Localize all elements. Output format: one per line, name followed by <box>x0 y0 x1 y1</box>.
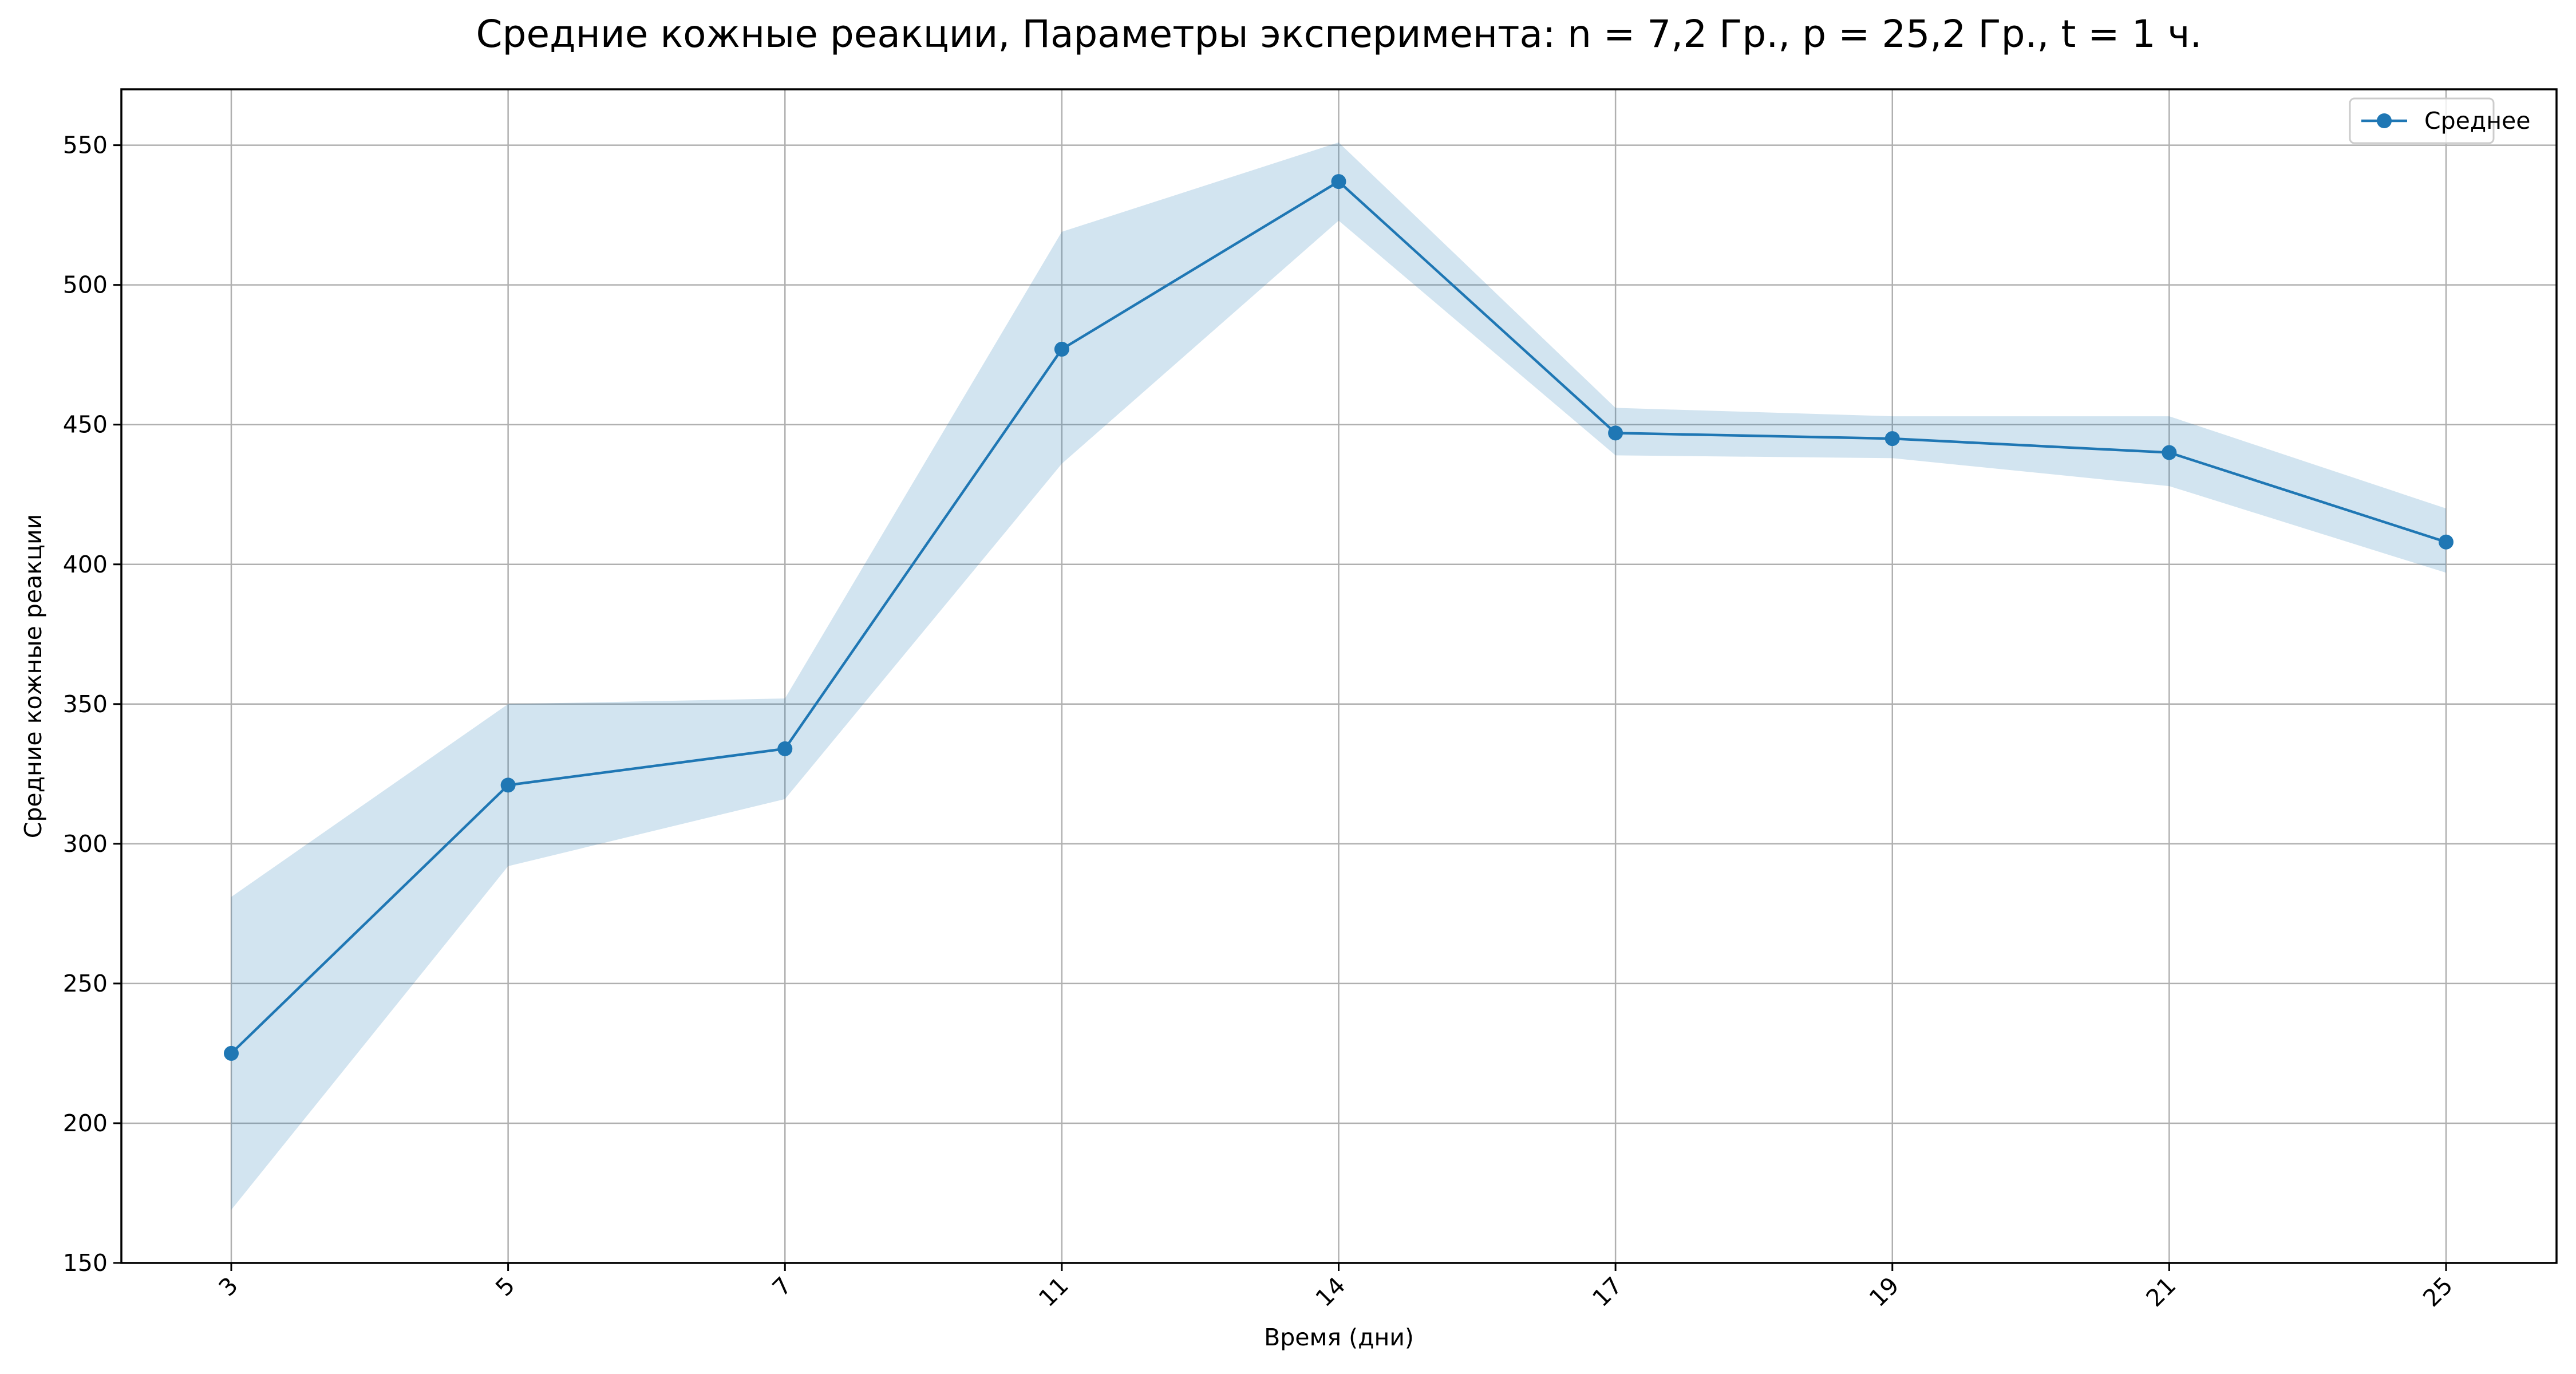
y-axis-label: Средние кожные реакции <box>19 514 47 839</box>
grid-lines <box>121 89 2557 1264</box>
x-tick-label: 3 <box>214 1272 243 1301</box>
data-point <box>1331 174 1346 189</box>
data-point <box>500 777 516 793</box>
legend-box <box>2349 97 2495 144</box>
data-point <box>2162 445 2177 460</box>
x-tick-label: 14 <box>1310 1272 1351 1312</box>
x-tick-label: 21 <box>2141 1272 2182 1312</box>
y-tick-label: 500 <box>63 271 108 299</box>
legend-label: Среднее <box>2424 107 2530 135</box>
data-point <box>1054 341 1069 357</box>
x-tick-label: 11 <box>1033 1272 1074 1312</box>
legend: Среднее <box>2349 97 2530 144</box>
x-axis-label: Время (дни) <box>1264 1324 1414 1351</box>
y-axis-ticks: 150 200 250 300 350 400 450 500 550 <box>63 132 121 1277</box>
y-tick-label: 450 <box>63 411 108 439</box>
x-tick-label: 7 <box>767 1272 797 1301</box>
x-tick-label: 19 <box>1864 1272 1905 1312</box>
y-tick-label: 200 <box>63 1110 108 1137</box>
y-tick-label: 350 <box>63 690 108 718</box>
y-tick-label: 300 <box>63 830 108 858</box>
legend-point-marker <box>2377 113 2392 128</box>
x-tick-label: 25 <box>2417 1272 2458 1312</box>
series-layer <box>224 174 2453 1061</box>
y-tick-label: 150 <box>63 1249 108 1277</box>
data-point <box>1608 425 1623 441</box>
data-point <box>1884 431 1900 447</box>
x-tick-label: 5 <box>490 1272 520 1301</box>
data-point <box>2439 534 2453 550</box>
data-point <box>224 1045 239 1061</box>
chart-title: Средние кожные реакции, Параметры экспер… <box>476 12 2202 56</box>
x-axis-ticks: 3 5 7 11 14 17 19 21 25 <box>214 1263 2458 1312</box>
y-tick-label: 400 <box>63 551 108 578</box>
y-tick-label: 550 <box>63 132 108 159</box>
data-point <box>777 741 793 756</box>
x-tick-label: 17 <box>1587 1272 1627 1312</box>
y-tick-label: 250 <box>63 970 108 997</box>
